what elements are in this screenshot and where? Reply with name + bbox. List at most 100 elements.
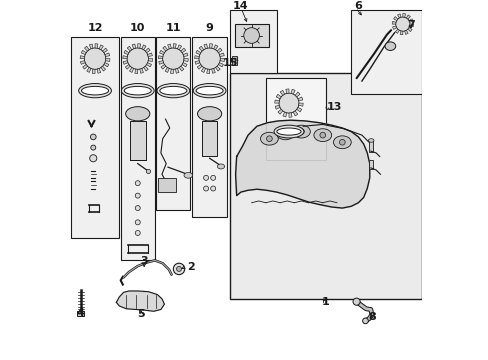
Ellipse shape bbox=[276, 128, 301, 135]
Ellipse shape bbox=[313, 129, 331, 141]
Ellipse shape bbox=[121, 84, 154, 98]
Polygon shape bbox=[161, 64, 165, 69]
Polygon shape bbox=[86, 68, 91, 72]
Circle shape bbox=[135, 230, 140, 235]
Polygon shape bbox=[217, 48, 222, 53]
Polygon shape bbox=[125, 64, 130, 69]
Polygon shape bbox=[170, 69, 173, 73]
Text: 10: 10 bbox=[130, 23, 145, 33]
Polygon shape bbox=[179, 66, 183, 71]
Polygon shape bbox=[280, 90, 284, 95]
Bar bbox=[156, 37, 190, 210]
Polygon shape bbox=[138, 44, 141, 48]
Circle shape bbox=[127, 48, 148, 69]
Polygon shape bbox=[407, 28, 411, 32]
Circle shape bbox=[146, 169, 150, 174]
Polygon shape bbox=[104, 63, 109, 67]
Polygon shape bbox=[135, 69, 138, 73]
Polygon shape bbox=[203, 44, 207, 49]
Polygon shape bbox=[274, 100, 279, 103]
Circle shape bbox=[135, 193, 140, 198]
Ellipse shape bbox=[125, 107, 149, 121]
Polygon shape bbox=[181, 48, 185, 53]
Polygon shape bbox=[392, 26, 396, 30]
Circle shape bbox=[210, 186, 215, 191]
Polygon shape bbox=[195, 50, 201, 55]
Polygon shape bbox=[102, 48, 107, 53]
Polygon shape bbox=[167, 44, 171, 49]
Polygon shape bbox=[391, 21, 395, 24]
Ellipse shape bbox=[217, 164, 224, 169]
Bar bbox=[368, 140, 372, 152]
Polygon shape bbox=[219, 53, 224, 57]
Polygon shape bbox=[298, 103, 303, 106]
Circle shape bbox=[319, 132, 325, 138]
Bar bbox=[130, 121, 145, 160]
Circle shape bbox=[135, 181, 140, 186]
Text: 8: 8 bbox=[368, 312, 376, 321]
Polygon shape bbox=[285, 89, 288, 93]
Bar bbox=[230, 10, 276, 73]
Ellipse shape bbox=[160, 86, 186, 95]
Polygon shape bbox=[397, 14, 400, 18]
Polygon shape bbox=[164, 68, 169, 72]
Polygon shape bbox=[296, 107, 301, 112]
Circle shape bbox=[395, 17, 409, 31]
Polygon shape bbox=[142, 45, 146, 50]
Polygon shape bbox=[81, 50, 86, 55]
Polygon shape bbox=[275, 105, 280, 109]
Bar bbox=[158, 178, 176, 192]
Polygon shape bbox=[295, 92, 300, 97]
Text: 2: 2 bbox=[187, 262, 195, 272]
Circle shape bbox=[89, 155, 97, 162]
Circle shape bbox=[362, 318, 367, 324]
Bar bbox=[121, 37, 155, 260]
Bar bbox=[350, 10, 421, 94]
Polygon shape bbox=[393, 17, 397, 21]
Circle shape bbox=[91, 145, 96, 150]
Text: 14: 14 bbox=[233, 1, 248, 11]
Polygon shape bbox=[158, 61, 163, 64]
Polygon shape bbox=[183, 59, 188, 62]
Bar bbox=[230, 73, 421, 299]
Polygon shape bbox=[127, 46, 132, 51]
Polygon shape bbox=[92, 69, 95, 73]
Polygon shape bbox=[147, 53, 152, 57]
Polygon shape bbox=[197, 64, 202, 69]
Polygon shape bbox=[206, 69, 209, 73]
Ellipse shape bbox=[244, 28, 259, 43]
Polygon shape bbox=[173, 44, 176, 48]
Polygon shape bbox=[143, 66, 148, 71]
Ellipse shape bbox=[197, 107, 221, 121]
Polygon shape bbox=[199, 46, 203, 51]
Polygon shape bbox=[158, 56, 163, 59]
Polygon shape bbox=[177, 45, 181, 50]
Text: 4: 4 bbox=[77, 308, 84, 318]
Circle shape bbox=[266, 136, 272, 141]
Ellipse shape bbox=[124, 86, 151, 95]
Circle shape bbox=[84, 48, 105, 69]
Text: 13: 13 bbox=[326, 102, 342, 112]
Bar bbox=[368, 160, 372, 169]
Polygon shape bbox=[146, 63, 151, 67]
Polygon shape bbox=[211, 68, 215, 73]
Ellipse shape bbox=[183, 172, 192, 178]
Ellipse shape bbox=[384, 42, 395, 50]
Ellipse shape bbox=[196, 86, 223, 95]
Polygon shape bbox=[97, 68, 101, 73]
Polygon shape bbox=[195, 61, 200, 64]
Polygon shape bbox=[406, 15, 409, 19]
Polygon shape bbox=[105, 53, 109, 57]
Polygon shape bbox=[101, 66, 105, 71]
Circle shape bbox=[163, 48, 183, 69]
Polygon shape bbox=[159, 50, 164, 55]
Circle shape bbox=[203, 186, 208, 191]
Text: 1: 1 bbox=[321, 297, 329, 307]
Polygon shape bbox=[82, 64, 87, 69]
Polygon shape bbox=[235, 120, 369, 208]
Circle shape bbox=[339, 139, 345, 145]
Polygon shape bbox=[290, 89, 295, 94]
Ellipse shape bbox=[273, 125, 304, 138]
Polygon shape bbox=[175, 68, 179, 73]
Ellipse shape bbox=[260, 132, 278, 145]
